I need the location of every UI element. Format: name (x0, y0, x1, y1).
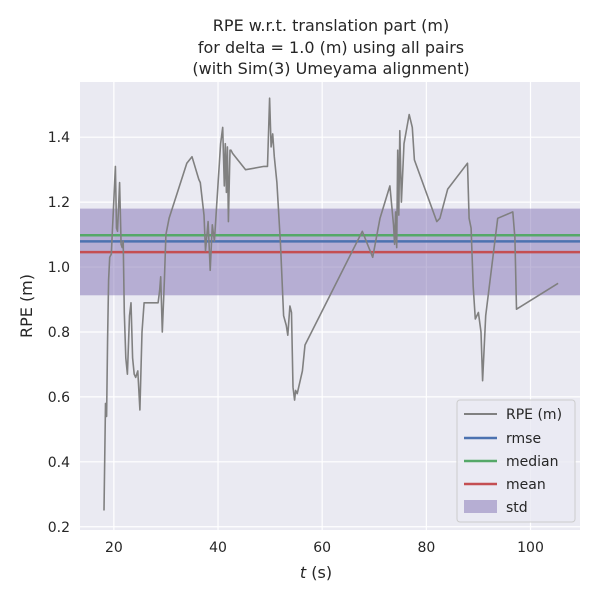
y-tick-label: 1.4 (48, 130, 70, 146)
legend-label-rmse: rmse (506, 431, 541, 447)
x-tick-label: 20 (105, 540, 123, 556)
x-axis-ticks: 20 40 60 80 100 (105, 540, 544, 556)
legend: RPE (m) rmse median mean std (456, 399, 576, 523)
series-layer (103, 97, 559, 511)
x-axis-label-unit: (s) (306, 563, 332, 582)
x-tick-label: 80 (417, 540, 435, 556)
y-axis-label: RPE (m) (17, 274, 36, 338)
stat-lines (80, 233, 580, 254)
x-axis-label-var: t (300, 563, 307, 582)
y-tick-label: 1.0 (48, 260, 70, 276)
x-tick-label: 60 (313, 540, 331, 556)
x-tick-label: 100 (517, 540, 544, 556)
legend-label-rpe: RPE (m) (506, 407, 562, 423)
legend-label-std: std (506, 500, 528, 516)
legend-frame (456, 399, 576, 523)
chart-title-line-1: RPE w.r.t. translation part (m) (213, 16, 449, 35)
legend-label-mean: mean (506, 477, 546, 493)
y-tick-label: 0.4 (48, 455, 70, 471)
rpe-series-line (103, 97, 559, 511)
chart-title-line-2: for delta = 1.0 (m) using all pairs (198, 38, 464, 57)
y-tick-label: 0.6 (48, 390, 70, 406)
y-tick-label: 0.2 (48, 520, 70, 536)
y-tick-label: 1.2 (48, 195, 70, 211)
y-tick-label: 0.8 (48, 325, 70, 341)
x-axis-label: t (s) (300, 563, 332, 582)
legend-label-median: median (506, 454, 558, 470)
chart-title-line-3: (with Sim(3) Umeyama alignment) (192, 59, 469, 78)
y-axis-ticks: 0.2 0.4 0.6 0.8 1.0 1.2 1.4 (48, 130, 70, 536)
x-tick-label: 40 (209, 540, 227, 556)
legend-swatch-std (464, 500, 497, 513)
chart-title: RPE w.r.t. translation part (m) for delt… (192, 16, 469, 78)
